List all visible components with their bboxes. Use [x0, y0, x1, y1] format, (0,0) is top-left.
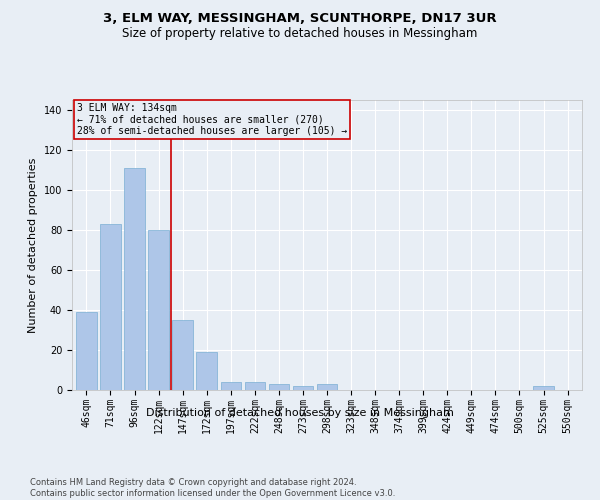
Y-axis label: Number of detached properties: Number of detached properties — [28, 158, 38, 332]
Bar — [172, 320, 193, 390]
Bar — [196, 352, 217, 390]
Bar — [269, 384, 289, 390]
Bar — [221, 382, 241, 390]
Text: 3 ELM WAY: 134sqm
← 71% of detached houses are smaller (270)
28% of semi-detache: 3 ELM WAY: 134sqm ← 71% of detached hous… — [77, 103, 347, 136]
Text: 3, ELM WAY, MESSINGHAM, SCUNTHORPE, DN17 3UR: 3, ELM WAY, MESSINGHAM, SCUNTHORPE, DN17… — [103, 12, 497, 26]
Bar — [124, 168, 145, 390]
Bar — [148, 230, 169, 390]
Bar — [317, 384, 337, 390]
Text: Size of property relative to detached houses in Messingham: Size of property relative to detached ho… — [122, 28, 478, 40]
Bar — [533, 386, 554, 390]
Text: Contains HM Land Registry data © Crown copyright and database right 2024.
Contai: Contains HM Land Registry data © Crown c… — [30, 478, 395, 498]
Bar — [100, 224, 121, 390]
Text: Distribution of detached houses by size in Messingham: Distribution of detached houses by size … — [146, 408, 454, 418]
Bar — [245, 382, 265, 390]
Bar — [293, 386, 313, 390]
Bar — [76, 312, 97, 390]
